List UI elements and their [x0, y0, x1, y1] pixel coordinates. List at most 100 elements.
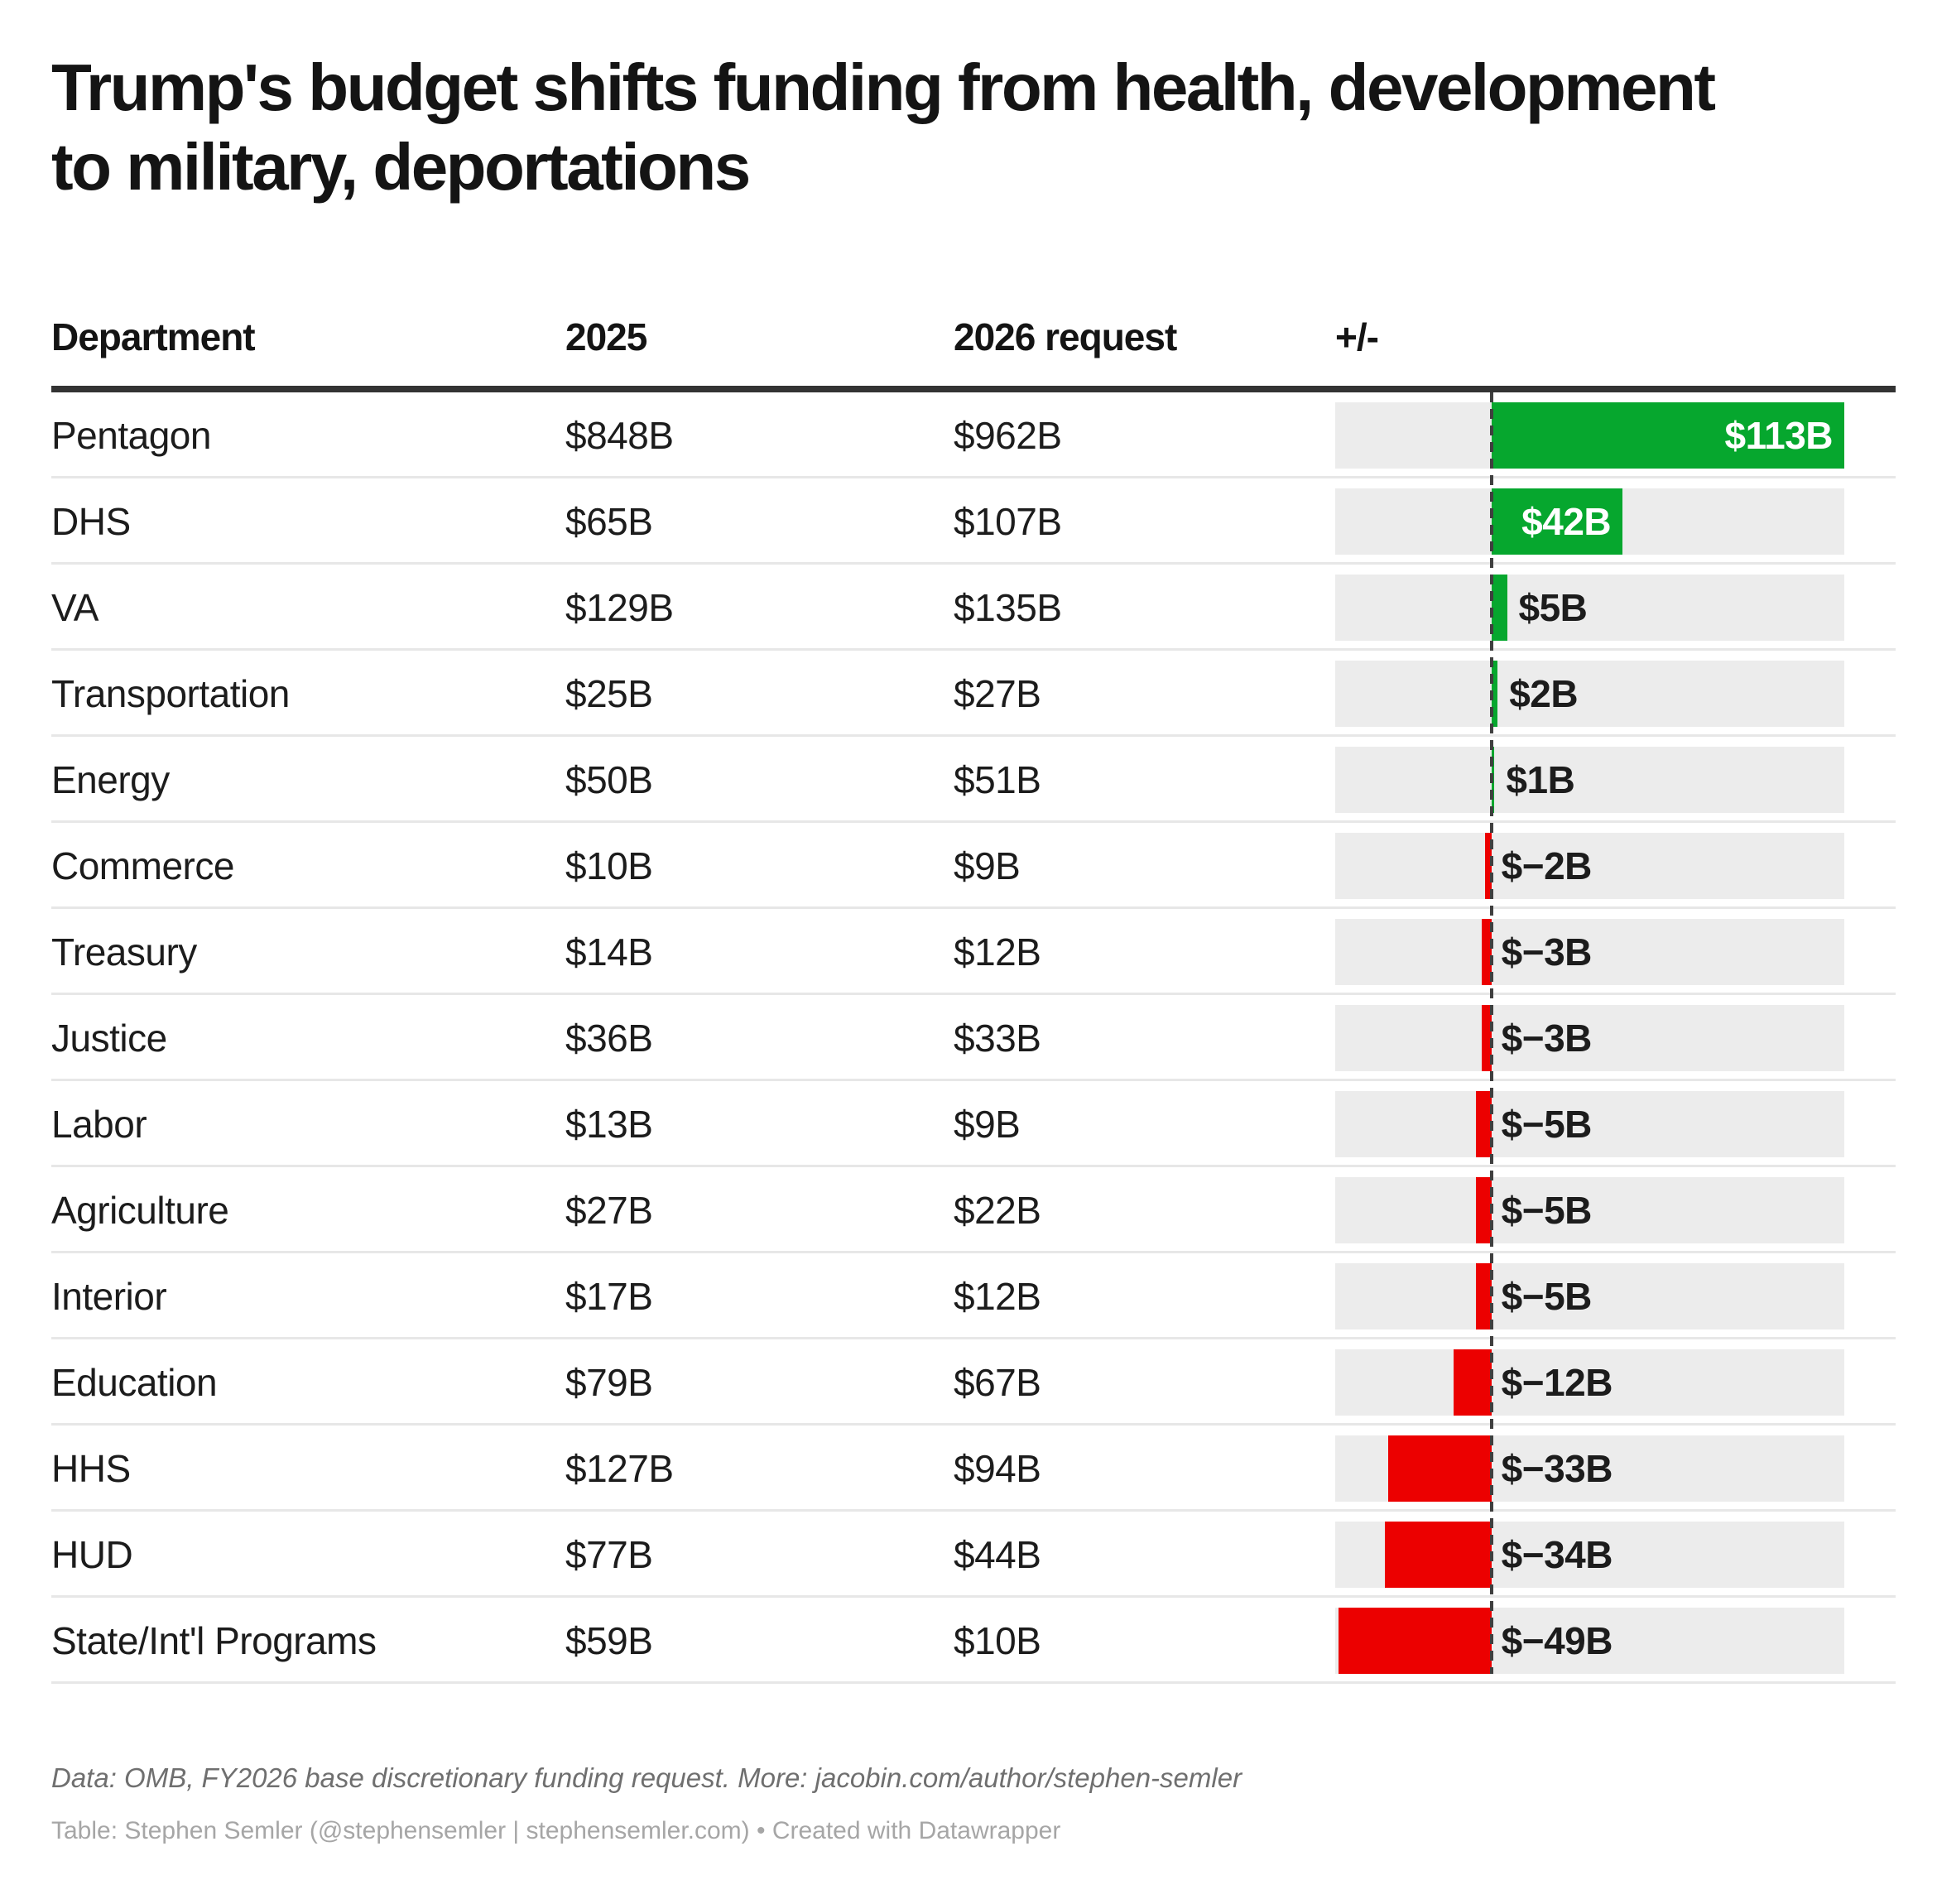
cell-delta: $−34B — [1335, 1512, 1896, 1598]
table-row: Interior $17B $12B $−5B — [51, 1253, 1896, 1339]
cell-department: Energy — [51, 758, 170, 801]
cell-2026-request: $51B — [954, 758, 1041, 801]
delta-bar — [1491, 575, 1507, 641]
cell-2025: $59B — [565, 1619, 653, 1662]
cell-delta: $2B — [1335, 651, 1896, 737]
delta-bar — [1385, 1522, 1492, 1588]
cell-2026-request: $9B — [954, 844, 1021, 887]
table-row: VA $129B $135B $5B — [51, 565, 1896, 651]
cell-2025: $13B — [565, 1103, 653, 1146]
cell-2025: $77B — [565, 1533, 653, 1576]
col-header-2025: 2025 — [565, 315, 647, 358]
cell-2025: $79B — [565, 1361, 653, 1404]
cell-delta: $42B — [1335, 478, 1896, 565]
cell-department: Pentagon — [51, 414, 211, 457]
cell-2025: $10B — [565, 844, 653, 887]
delta-bar-label: $−5B — [1501, 1275, 1593, 1318]
cell-department: DHS — [51, 500, 131, 543]
cell-2025: $129B — [565, 586, 674, 629]
cell-2026-request: $12B — [954, 1275, 1041, 1318]
cell-department: State/Int'l Programs — [51, 1619, 377, 1662]
table-row: HHS $127B $94B $−33B — [51, 1426, 1896, 1512]
cell-2026-request: $12B — [954, 930, 1041, 974]
cell-delta: $−5B — [1335, 1167, 1896, 1253]
bar-track: $−34B — [1335, 1522, 1844, 1588]
cell-department: Commerce — [51, 844, 234, 887]
delta-bar — [1454, 1349, 1492, 1416]
cell-delta: $−5B — [1335, 1253, 1896, 1339]
budget-table: Department 2025 2026 request +/- Pentago… — [51, 313, 1896, 1684]
cell-2026-request: $962B — [954, 414, 1062, 457]
bar-track: $1B — [1335, 747, 1844, 813]
zero-baseline — [1489, 392, 1493, 1674]
bar-track: $113B — [1335, 402, 1844, 469]
delta-bar-label: $−49B — [1501, 1619, 1613, 1662]
cell-2026-request: $9B — [954, 1103, 1021, 1146]
delta-bar-label: $−3B — [1501, 1017, 1593, 1060]
cell-delta: $5B — [1335, 565, 1896, 651]
cell-2026-request: $107B — [954, 500, 1062, 543]
delta-bar-label: $2B — [1509, 672, 1579, 715]
cell-delta: $−5B — [1335, 1081, 1896, 1167]
cell-2025: $17B — [565, 1275, 653, 1318]
bar-track: $2B — [1335, 661, 1844, 727]
delta-bar-label: $113B — [1724, 414, 1833, 457]
cell-2026-request: $10B — [954, 1619, 1041, 1662]
col-header-department: Department — [51, 315, 256, 358]
delta-bar — [1485, 833, 1492, 899]
bar-track: $−2B — [1335, 833, 1844, 899]
footer: Data: OMB, FY2026 base discretionary fun… — [51, 1762, 1896, 1846]
col-header-delta: +/- — [1335, 315, 1379, 358]
cell-2025: $36B — [565, 1017, 653, 1060]
bar-track: $−12B — [1335, 1349, 1844, 1416]
cell-delta: $−3B — [1335, 995, 1896, 1081]
table-row: Pentagon $848B $962B $113B — [51, 392, 1896, 478]
chart-container: Trump's budget shifts funding from healt… — [51, 50, 1896, 1846]
table-row: Transportation $25B $27B $2B — [51, 651, 1896, 737]
cell-2025: $50B — [565, 758, 653, 801]
cell-department: Transportation — [51, 672, 290, 715]
page-title: Trump's budget shifts funding from healt… — [51, 50, 1716, 204]
cell-2026-request: $44B — [954, 1533, 1041, 1576]
table-row: Commerce $10B $9B $−2B — [51, 823, 1896, 909]
cell-2026-request: $33B — [954, 1017, 1041, 1060]
table-row: Agriculture $27B $22B $−5B — [51, 1167, 1896, 1253]
cell-2025: $14B — [565, 930, 653, 974]
cell-delta: $−33B — [1335, 1426, 1896, 1512]
cell-department: Interior — [51, 1275, 167, 1318]
delta-bar — [1482, 1005, 1492, 1071]
cell-delta: $1B — [1335, 737, 1896, 823]
cell-department: Treasury — [51, 930, 197, 974]
table-header: Department 2025 2026 request +/- — [51, 313, 1896, 392]
cell-department: Agriculture — [51, 1189, 229, 1232]
cell-2026-request: $67B — [954, 1361, 1041, 1404]
bar-track: $−5B — [1335, 1177, 1844, 1243]
delta-bar-label: $1B — [1506, 758, 1575, 801]
delta-bar — [1475, 1091, 1492, 1157]
delta-bar — [1475, 1263, 1492, 1329]
delta-bar — [1338, 1608, 1492, 1674]
cell-department: VA — [51, 586, 99, 629]
table-row: State/Int'l Programs $59B $10B $−49B — [51, 1598, 1896, 1684]
delta-bar — [1475, 1177, 1492, 1243]
cell-department: HUD — [51, 1533, 133, 1576]
delta-bar-label: $−34B — [1501, 1533, 1613, 1576]
table-row: Labor $13B $9B $−5B — [51, 1081, 1896, 1167]
cell-2025: $848B — [565, 414, 674, 457]
cell-delta: $−49B — [1335, 1598, 1896, 1684]
bar-track: $−33B — [1335, 1435, 1844, 1502]
cell-2026-request: $94B — [954, 1447, 1041, 1490]
cell-delta: $−2B — [1335, 823, 1896, 909]
delta-bar-label: $−5B — [1501, 1189, 1593, 1232]
delta-bar — [1482, 919, 1492, 985]
cell-department: Education — [51, 1361, 218, 1404]
delta-bar-label: $−12B — [1501, 1361, 1613, 1404]
cell-2026-request: $27B — [954, 672, 1041, 715]
delta-bar-label: $−3B — [1501, 930, 1593, 974]
delta-bar-label: $42B — [1521, 500, 1612, 543]
cell-2026-request: $22B — [954, 1189, 1041, 1232]
table-row: Energy $50B $51B $1B — [51, 737, 1896, 823]
bar-track: $−49B — [1335, 1608, 1844, 1674]
cell-department: Justice — [51, 1017, 167, 1060]
table-row: Justice $36B $33B $−3B — [51, 995, 1896, 1081]
